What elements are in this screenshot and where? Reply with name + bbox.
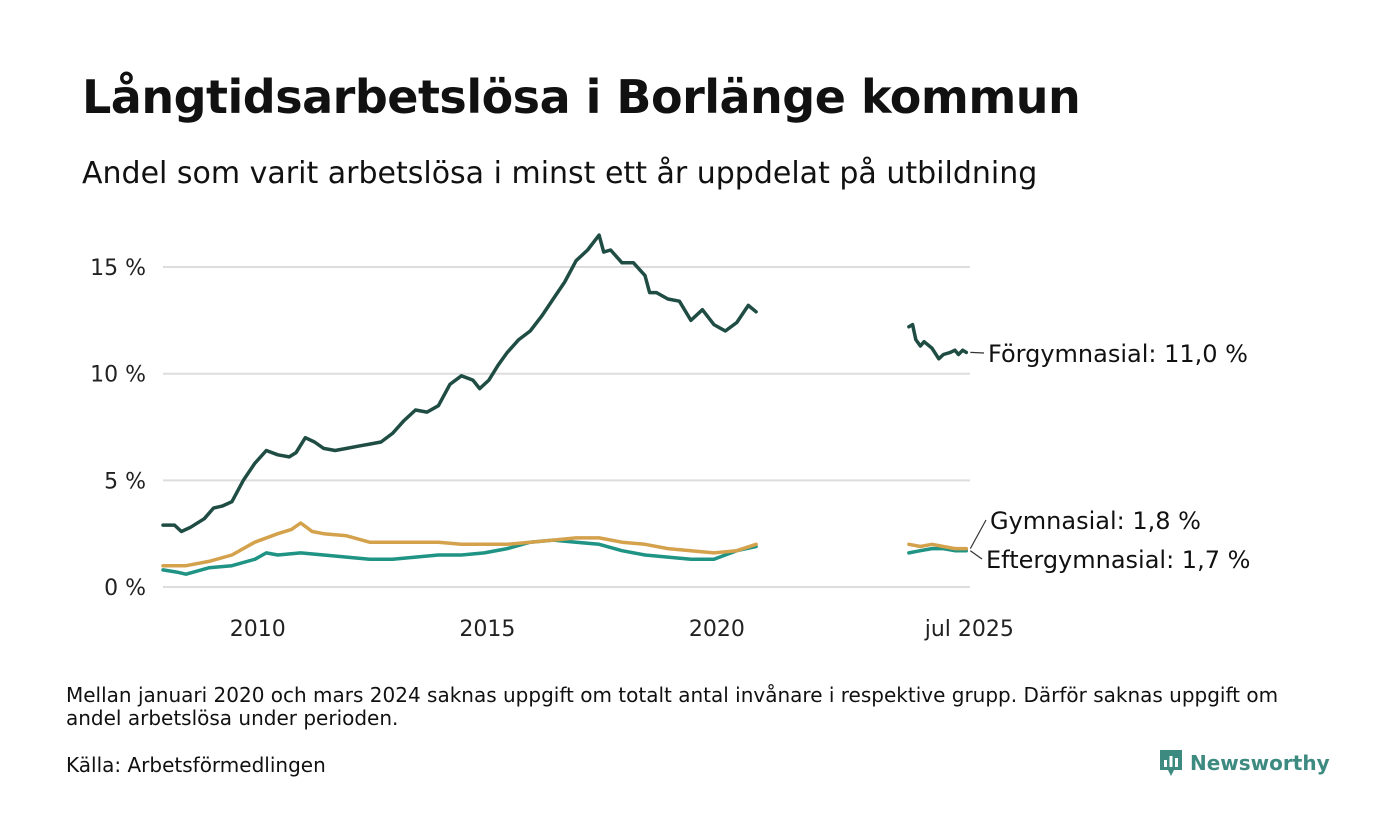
- chart-title: Långtidsarbetslösa i Borlänge kommun: [82, 70, 1081, 124]
- leader-line: [969, 519, 987, 549]
- newsworthy-logo: Newsworthy: [1158, 748, 1330, 778]
- y-tick-label: 0 %: [104, 576, 146, 601]
- end-label-förgymnasial: Förgymnasial: 11,0 %: [988, 340, 1248, 368]
- leader-line: [970, 351, 985, 354]
- series-line-förgymnasial: [907, 322, 969, 361]
- chart-subtitle: Andel som varit arbetslösa i minst ett å…: [82, 156, 1038, 191]
- series-line-gymnasial: [161, 521, 758, 568]
- y-tick-label: 15 %: [90, 256, 146, 281]
- series-line-eftergymnasial: [907, 546, 969, 555]
- x-tick-label: jul 2025: [924, 617, 1014, 642]
- series-line-gymnasial: [907, 542, 969, 551]
- x-tick-label: 2010: [230, 617, 286, 642]
- x-tick-label: 2020: [689, 617, 745, 642]
- y-tick-label: 5 %: [104, 469, 146, 494]
- x-axis-ticks: 2010 2015 2020 jul 2025: [230, 617, 1014, 642]
- end-label-gymnasial: Gymnasial: 1,8 %: [990, 507, 1201, 535]
- y-tick-label: 10 %: [90, 363, 146, 388]
- brand-name: Newsworthy: [1190, 751, 1330, 775]
- source-text: Källa: Arbetsförmedlingen: [66, 753, 326, 777]
- series-line-förgymnasial: [161, 233, 758, 534]
- y-axis-ticks: 0 % 5 % 10 % 15 %: [90, 256, 146, 601]
- series-line-eftergymnasial: [161, 538, 758, 576]
- newsworthy-logo-icon: [1160, 750, 1182, 776]
- leader-line: [969, 550, 983, 560]
- end-labels: Förgymnasial: 11,0 % Gymnasial: 1,8 % Efte…: [969, 340, 1250, 574]
- grid-lines: [163, 266, 970, 588]
- series-lines: [161, 233, 969, 576]
- end-label-eftergymnasial: Eftergymnasial: 1,7 %: [986, 546, 1250, 574]
- x-tick-label: 2015: [459, 617, 515, 642]
- footnote: Mellan januari 2020 och mars 2024 saknas…: [66, 683, 1279, 730]
- line-chart: 0 % 5 % 10 % 15 % 2010 2015 2020 jul 2025 Förg…: [90, 233, 1250, 642]
